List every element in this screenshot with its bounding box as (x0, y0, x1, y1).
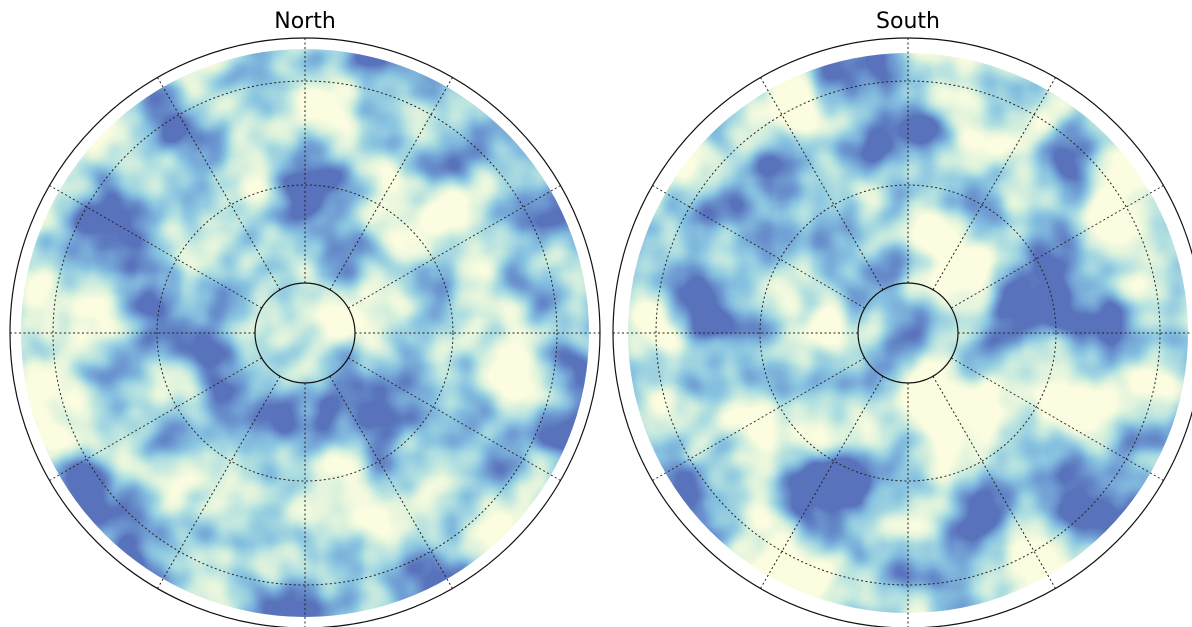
polar-map: South (613, 9, 1192, 627)
panel-title: North (274, 9, 336, 34)
noise-field (10, 38, 600, 627)
data-field (10, 38, 600, 627)
figure: North South (0, 0, 1192, 627)
panel-title: South (876, 9, 940, 34)
polar-map: North (10, 9, 600, 627)
